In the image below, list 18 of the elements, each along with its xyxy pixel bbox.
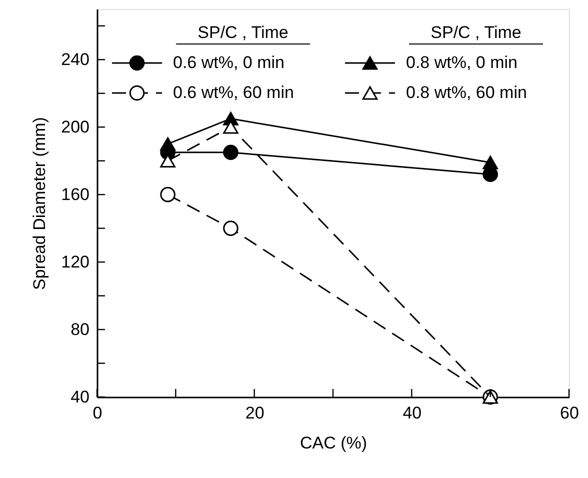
y-tick-label: 240 (61, 50, 90, 70)
y-tick-label: 200 (61, 118, 90, 137)
legend-label: 0.8 wt%, 60 min (406, 83, 527, 102)
x-tick-label: 40 (402, 404, 422, 422)
legend-label: 0.8 wt%, 0 min (406, 53, 518, 72)
y-tick-label: 80 (70, 320, 90, 340)
legend-label: 0.6 wt%, 0 min (173, 53, 284, 72)
x-tick-label: 60 (560, 404, 579, 422)
y-tick-label: 40 (70, 388, 90, 406)
legend-title: SP/C , Time (198, 23, 288, 42)
x-tick-label: 20 (245, 404, 264, 422)
text: SP/C , Time (430, 23, 522, 42)
x-axis-title: CAC (%) (300, 434, 368, 452)
y-tick-label: 160 (61, 185, 90, 204)
x-tick-label: 0 (92, 404, 102, 422)
legend-label: 0.6 wt%, 60 min (173, 83, 294, 102)
y-axis-title: Spread Diameter (mm) (30, 117, 50, 290)
y-tick-label: 120 (61, 252, 90, 272)
